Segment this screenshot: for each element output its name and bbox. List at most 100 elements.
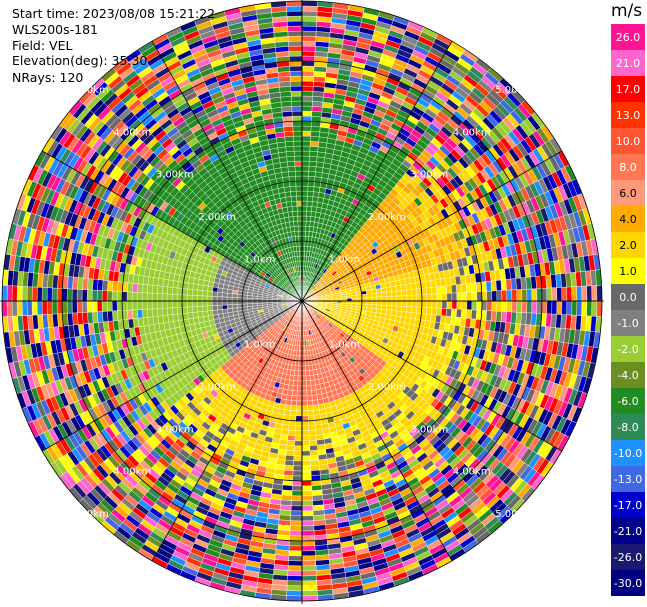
range-gate-cell — [401, 295, 408, 302]
range-gate-cell — [411, 288, 417, 296]
range-gate-cell — [301, 65, 315, 72]
range-gate-cell — [301, 200, 308, 207]
range-gate-cell — [301, 90, 314, 97]
range-gate-cell — [301, 530, 315, 537]
range-gate-cell — [301, 360, 306, 367]
range-gate-cell — [301, 580, 318, 587]
range-gate-cell — [301, 500, 313, 507]
range-gate-cell — [301, 95, 313, 102]
range-gate-cell — [496, 300, 503, 312]
range-gate-cell — [301, 385, 307, 392]
range-gate-cell — [301, 175, 309, 182]
range-gate-cell — [285, 455, 295, 461]
range-gate-cell — [301, 140, 311, 147]
range-gate-cell — [346, 295, 353, 299]
range-gate-cell — [290, 505, 303, 512]
range-gate-cell — [566, 300, 573, 316]
range-gate-cell — [356, 300, 363, 305]
range-gate-cell — [301, 0, 318, 7]
range-gate-cell — [307, 415, 315, 421]
range-gate-cell — [290, 405, 297, 411]
range-gate-cell — [511, 289, 518, 302]
range-gate-cell — [309, 369, 314, 376]
range-gate-cell — [406, 289, 412, 296]
range-gate-cell — [312, 96, 324, 103]
range-gate-cell — [296, 390, 303, 397]
range-gate-cell — [312, 196, 319, 203]
range-gate-cell — [289, 415, 297, 421]
range-gate-cell — [426, 294, 433, 302]
range-gate-cell — [306, 380, 312, 387]
range-gate-cell — [301, 540, 315, 547]
range-gate-cell — [386, 305, 393, 311]
range-gate-cell — [376, 300, 383, 306]
range-gate-cell — [446, 285, 452, 294]
range-gate-cell — [290, 515, 303, 522]
range-gate-cell — [410, 312, 417, 320]
range-gate-cell — [301, 100, 313, 107]
range-gate-cell — [287, 565, 303, 572]
radar-gates — [1, 0, 603, 602]
range-gate-cell — [501, 300, 508, 312]
range-gate-cell — [287, 575, 303, 582]
range-gate-cell — [312, 399, 319, 406]
range-gate-cell — [396, 300, 403, 307]
range-gate-cell — [311, 394, 318, 401]
range-gate-cell — [351, 300, 358, 305]
range-gate-cell — [375, 288, 382, 294]
range-gate-cell — [301, 365, 306, 372]
range-gate-cell — [301, 585, 318, 592]
range-gate-cell — [301, 55, 315, 62]
range-gate-cell — [311, 489, 323, 496]
range-gate-cell — [596, 285, 603, 302]
range-gate-cell — [306, 395, 313, 402]
range-gate-cell — [421, 300, 428, 308]
range-gate-cell — [301, 595, 318, 602]
range-gate-cell — [576, 286, 583, 302]
range-gate-cell — [351, 295, 358, 299]
range-gate-cell — [309, 156, 318, 162]
range-gate-cell — [361, 300, 368, 305]
range-gate-cell — [586, 300, 593, 317]
range-gate-cell — [287, 560, 303, 567]
range-gate-cell — [301, 370, 307, 377]
range-gate-cell — [381, 291, 388, 297]
range-gate-cell — [391, 290, 398, 297]
range-gate-cell — [446, 292, 453, 302]
range-gate-cell — [461, 292, 468, 302]
range-gate-cell — [380, 287, 387, 293]
range-gate-cell — [301, 50, 316, 57]
range-gate-cell — [310, 469, 321, 476]
range-gate-cell — [286, 580, 303, 587]
range-gate-cell — [405, 311, 412, 319]
range-gate-cell — [311, 389, 318, 396]
range-gate-cell — [546, 300, 553, 315]
range-gate-cell — [381, 305, 388, 311]
range-gate-cell — [306, 215, 312, 222]
range-gate-cell — [500, 279, 507, 291]
range-gate-cell — [301, 490, 313, 497]
range-gate-cell — [301, 105, 313, 112]
range-gate-cell — [305, 375, 311, 382]
range-gate-cell — [451, 308, 457, 318]
range-gate-cell — [396, 290, 403, 297]
range-gate-cell — [361, 297, 368, 302]
range-gate-cell — [301, 15, 318, 22]
range-gate-cell — [481, 291, 488, 302]
range-gate-cell — [371, 300, 378, 306]
range-gate-cell — [496, 290, 503, 302]
range-gate-cell — [309, 450, 319, 456]
range-gate-cell — [301, 170, 309, 177]
range-gate-cell — [301, 120, 312, 127]
range-gate-cell — [431, 286, 437, 295]
range-gate-cell — [356, 297, 363, 302]
range-gate-cell — [284, 459, 294, 466]
range-gate-cell — [431, 307, 437, 316]
range-gate-cell — [441, 300, 448, 309]
range-gate-cell — [289, 530, 303, 537]
range-gate-cell — [306, 200, 313, 207]
range-gate-cell — [301, 190, 308, 197]
range-gate-cell — [301, 35, 317, 42]
range-gate-cell — [307, 186, 315, 192]
range-gate-cell — [576, 300, 583, 316]
